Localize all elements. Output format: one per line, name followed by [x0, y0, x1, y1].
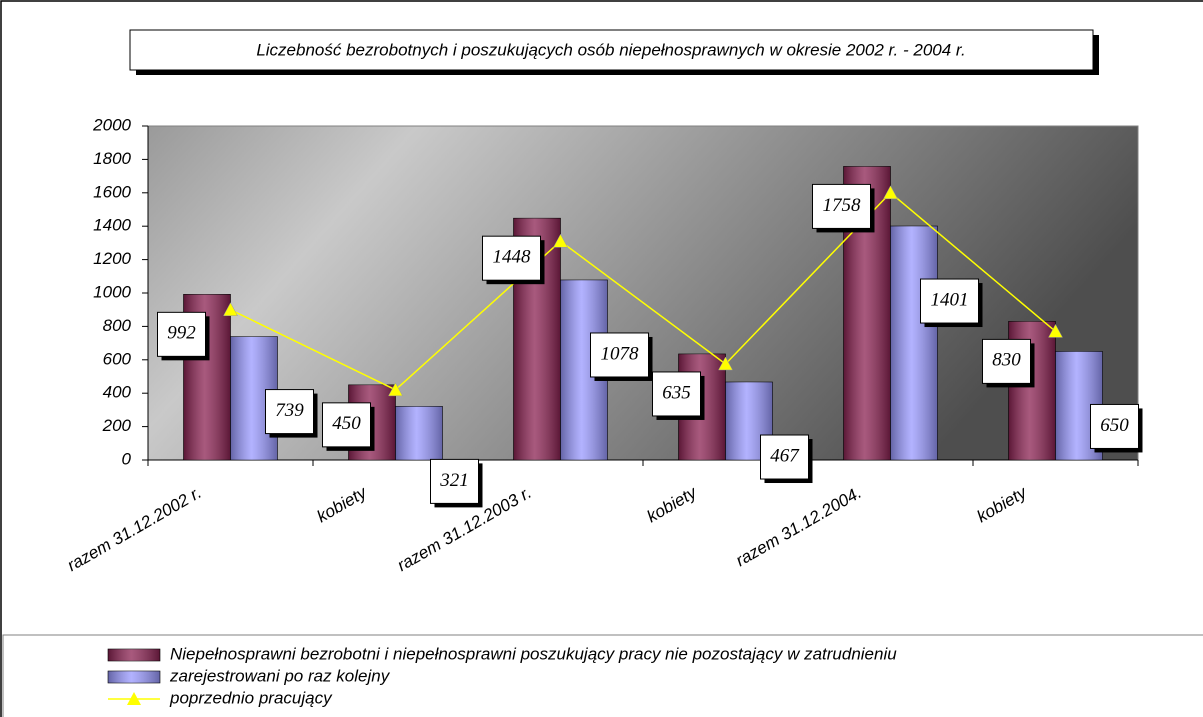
marker: [388, 382, 403, 397]
label-box: [760, 434, 809, 480]
label-box: [322, 402, 371, 448]
label-box: [157, 311, 206, 357]
legend-marker: [127, 692, 141, 705]
data-label: 992: [167, 323, 196, 344]
data-label: 650: [1100, 415, 1129, 436]
bar-shade: [890, 226, 938, 460]
y-tick-label: 800: [103, 316, 132, 335]
line: [230, 191, 1056, 391]
data-label: 467: [770, 445, 800, 466]
data-label: 1758: [823, 195, 862, 216]
data-label: 739: [275, 400, 304, 421]
x-tick-label: kobiety: [644, 482, 701, 526]
data-label: 450: [332, 413, 361, 434]
y-tick-label: 400: [103, 383, 132, 402]
y-tick-label: 2000: [92, 115, 131, 134]
data-label: 1401: [931, 289, 969, 310]
label-box: [982, 338, 1031, 384]
y-tick-label: 600: [103, 349, 132, 368]
y-tick-label: 1800: [93, 149, 131, 168]
data-label: 321: [439, 470, 469, 491]
chart-title: Liczebność bezrobotnych i poszukujących …: [256, 40, 965, 59]
y-tick-label: 1200: [93, 249, 131, 268]
marker: [1048, 323, 1063, 338]
label-box: [430, 458, 479, 504]
label-box: [482, 235, 541, 281]
marker: [223, 302, 238, 316]
y-tick-label: 0: [122, 449, 132, 468]
bar-shade: [395, 406, 443, 460]
marker: [883, 185, 898, 200]
label-box: [1090, 403, 1139, 449]
label-box: [812, 183, 871, 229]
legend-box: [2, 634, 1203, 717]
legend-swatch-shade: [108, 671, 160, 683]
legend-swatch-shade: [108, 649, 160, 661]
x-tick-label: razem 31.12.2002 r.: [64, 483, 205, 575]
legend-label: poprzednio pracujący: [169, 688, 333, 707]
x-tick-label: kobiety: [314, 482, 371, 526]
label-box: [590, 332, 649, 378]
marker: [718, 356, 733, 371]
label-box: [920, 278, 979, 324]
data-label: 1078: [601, 343, 640, 364]
x-tick-label: razem 31.12.2004.: [732, 483, 864, 570]
legend-label: zarejestrowani po raz kolejny: [169, 666, 391, 685]
y-tick-label: 200: [102, 416, 132, 435]
data-label: 1448: [493, 247, 532, 268]
data-label: 830: [992, 350, 1021, 371]
data-label: 635: [662, 382, 691, 403]
y-tick-label: 1600: [93, 182, 131, 201]
y-tick-label: 1400: [93, 216, 131, 235]
label-box: [652, 371, 701, 417]
x-tick-label: kobiety: [974, 482, 1031, 526]
marker: [553, 233, 568, 248]
label-box: [265, 389, 314, 435]
legend-label: Niepełnosprawni bezrobotni i niepełnospr…: [170, 644, 897, 663]
y-tick-label: 1000: [93, 282, 131, 301]
title-box: [129, 29, 1094, 71]
